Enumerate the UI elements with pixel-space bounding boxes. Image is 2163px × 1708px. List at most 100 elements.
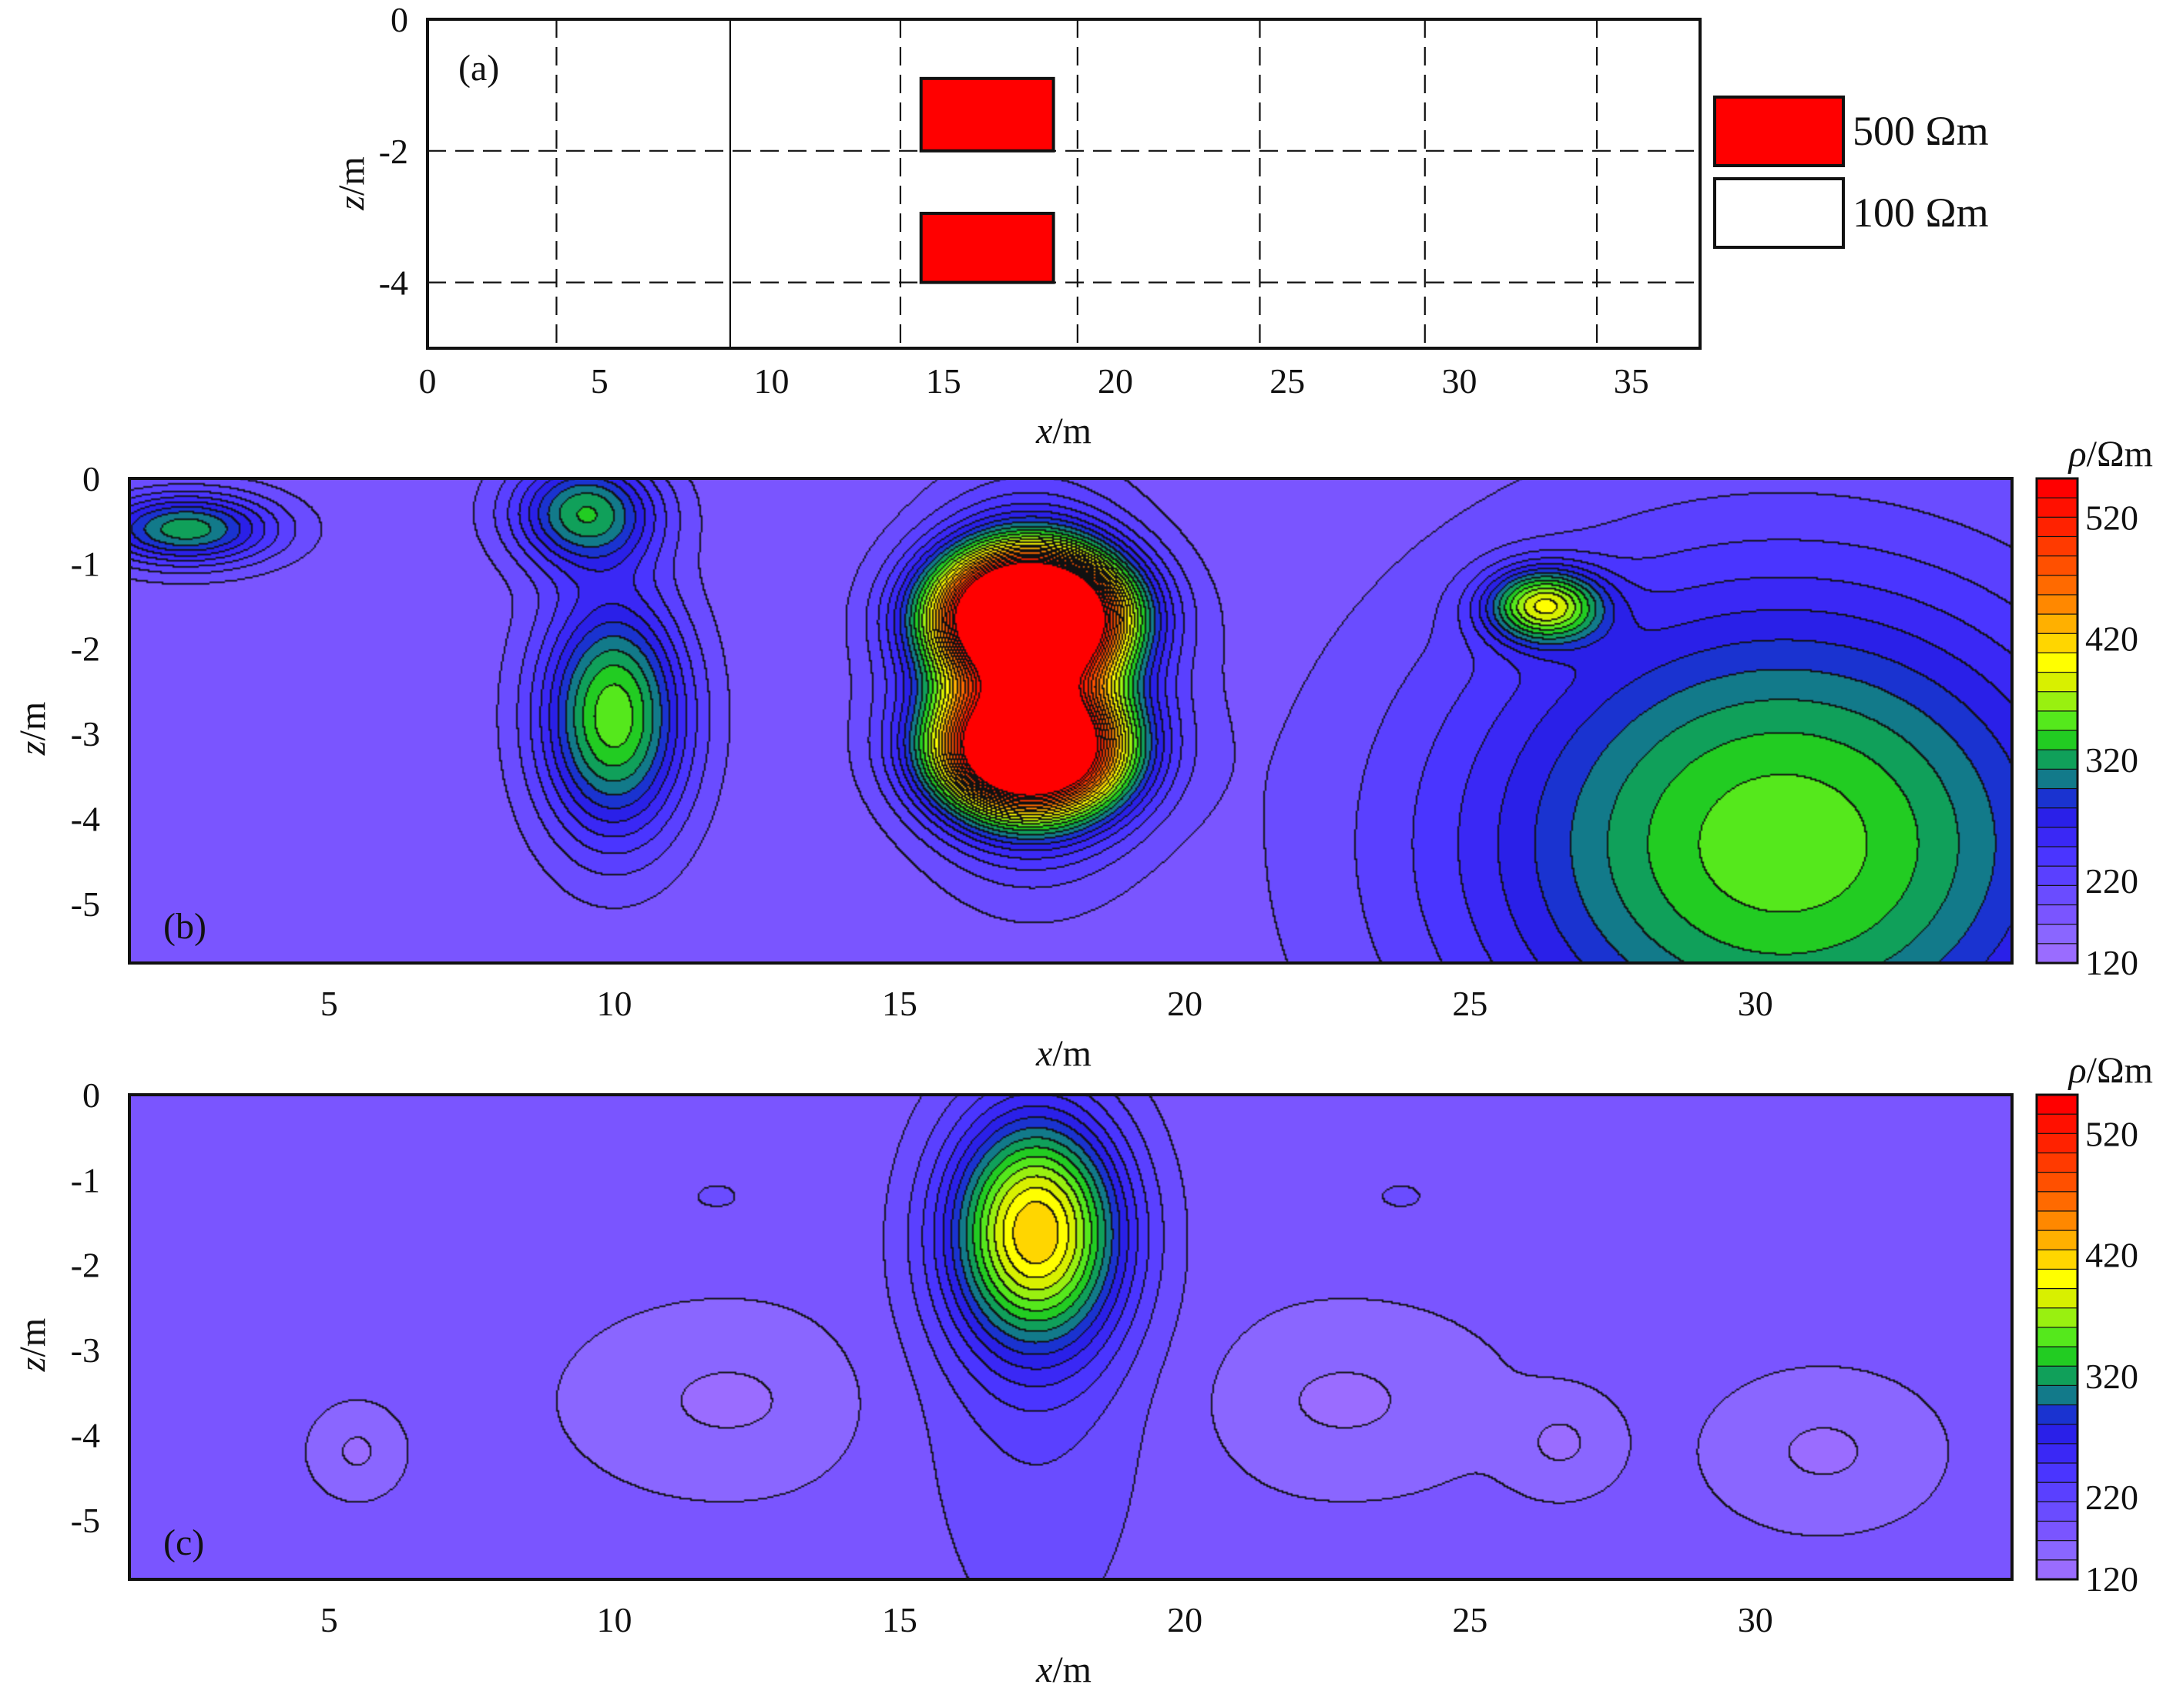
colorbar-tick-label: 420: [2085, 619, 2138, 659]
x-tick-label: 20: [1098, 361, 1133, 401]
x-tick-label: 5: [320, 1600, 338, 1639]
colorbar-band: [2036, 904, 2078, 925]
x-tick-label: 10: [597, 1600, 632, 1639]
colorbar-band: [2036, 730, 2078, 751]
colorbar-band: [2036, 1172, 2078, 1193]
x-axis-label-unit: /m: [1052, 411, 1092, 451]
x-tick-label: 10: [597, 984, 632, 1023]
x-tick-label: 25: [1269, 361, 1305, 401]
colorbar-tick-label: 320: [2085, 1357, 2138, 1396]
colorbar-band: [2036, 1346, 2078, 1367]
colorbar-band: [2036, 1133, 2078, 1154]
legend-swatch-0: [1713, 96, 1845, 167]
legend-label-1: 100 Ωm: [1853, 190, 1989, 236]
x-tick-label: 15: [882, 984, 917, 1023]
x-axis-label: x/m: [1035, 1649, 1092, 1690]
colorbar-band: [2036, 787, 2078, 809]
y-tick-label: -4: [71, 1415, 100, 1455]
x-axis-label-unit: /m: [1052, 1033, 1092, 1074]
y-tick-label: -5: [71, 884, 100, 924]
plot-frame: [128, 1093, 2014, 1581]
y-axis-label-unit: /m: [331, 156, 372, 196]
colorbar-title-var: ρ: [2067, 1050, 2087, 1091]
x-tick-label: 15: [926, 361, 961, 401]
y-tick-label: -4: [71, 799, 100, 838]
colorbar-band: [2036, 555, 2078, 576]
x-axis-label: x/m: [1035, 411, 1092, 451]
x-tick-label: 30: [1738, 1600, 1773, 1639]
legend: 500 Ωm 100 Ωm: [1713, 96, 1989, 249]
colorbar-band: [2036, 1113, 2078, 1135]
x-tick-label: 25: [1452, 1600, 1487, 1639]
x-tick-label: 5: [320, 984, 338, 1023]
colorbar-band: [2036, 497, 2078, 518]
x-axis-label-var: x: [1035, 1033, 1052, 1074]
colorbar-band: [2036, 478, 2078, 499]
plot-frame: [426, 18, 1702, 350]
x-axis-label-var: x: [1035, 1649, 1052, 1690]
y-axis-label-unit: /m: [12, 702, 53, 741]
colorbar-band: [2036, 1404, 2078, 1425]
colorbar-band: [2036, 1481, 2078, 1503]
colorbar-band: [2036, 1424, 2078, 1445]
resistive-block-0: [919, 76, 1055, 153]
y-axis-label-unit: /m: [12, 1318, 53, 1357]
y-tick-label: 0: [82, 459, 100, 498]
colorbar-frame: [2035, 1093, 2079, 1581]
legend-swatch-1: [1713, 177, 1845, 249]
colorbar-tick-label: 420: [2085, 1236, 2138, 1275]
x-tick-label: 25: [1452, 984, 1487, 1023]
panel-label: (b): [163, 906, 206, 947]
colorbar-band: [2036, 613, 2078, 635]
panel-b-inversion: (b)5 10 15 20 25 300-1-2-3-4-5x/mz/m520420320…: [12, 434, 2153, 1074]
colorbar-band: [2036, 652, 2078, 673]
colorbar-tick-label: 120: [2085, 943, 2138, 982]
colorbar-title-var: ρ: [2067, 434, 2087, 475]
colorbar-band: [2036, 943, 2078, 965]
y-tick-label: -3: [71, 1330, 100, 1370]
colorbar-band: [2036, 1307, 2078, 1329]
x-tick-label: 20: [1167, 984, 1202, 1023]
y-axis-label-var: z: [12, 740, 53, 756]
x-tick-label: 15: [882, 1600, 917, 1639]
colorbar-band: [2036, 749, 2078, 770]
y-axis-label: z/m: [331, 156, 372, 210]
colorbar-band: [2036, 1249, 2078, 1270]
y-tick-label: -4: [379, 263, 408, 303]
colorbar-band: [2036, 1094, 2078, 1116]
x-tick-label: 30: [1441, 361, 1477, 401]
colorbar-band: [2036, 633, 2078, 654]
colorbar-band: [2036, 846, 2078, 867]
x-axis-label-var: x: [1035, 411, 1052, 451]
y-axis-label: z/m: [12, 702, 53, 756]
colorbar-band: [2036, 1268, 2078, 1290]
colorbar-band: [2036, 1462, 2078, 1484]
y-axis-label: z/m: [12, 1318, 53, 1372]
colorbar-band: [2036, 1152, 2078, 1173]
colorbar-band: [2036, 1384, 2078, 1406]
colorbar-band: [2036, 1365, 2078, 1387]
x-tick-label: 30: [1738, 984, 1773, 1023]
y-axis-label-var: z: [331, 196, 372, 211]
panel-label: (a): [458, 48, 499, 89]
colorbar-band: [2036, 1210, 2078, 1232]
colorbar-band: [2036, 1501, 2078, 1522]
colorbar-band: [2036, 1559, 2078, 1581]
colorbar: 520 420 320 220 120 ρ/Ωm: [2035, 1050, 2153, 1599]
colorbar-title-unit: /Ωm: [2087, 1050, 2153, 1091]
colorbar-band: [2036, 516, 2078, 538]
plot-frame: [128, 477, 2014, 965]
colorbar-band: [2036, 1520, 2078, 1542]
colorbar-band: [2036, 807, 2078, 828]
colorbar-tick-label: 220: [2085, 861, 2138, 901]
colorbar-title: ρ/Ωm: [2067, 434, 2153, 475]
colorbar-title: ρ/Ωm: [2067, 1050, 2153, 1091]
legend-label-0: 500 Ωm: [1853, 108, 1989, 154]
y-axis-label-var: z: [12, 1357, 53, 1372]
colorbar-band: [2036, 1540, 2078, 1561]
y-tick-label: 0: [82, 1075, 100, 1115]
colorbar-tick-label: 520: [2085, 1114, 2138, 1153]
y-tick-label: -2: [71, 629, 100, 669]
